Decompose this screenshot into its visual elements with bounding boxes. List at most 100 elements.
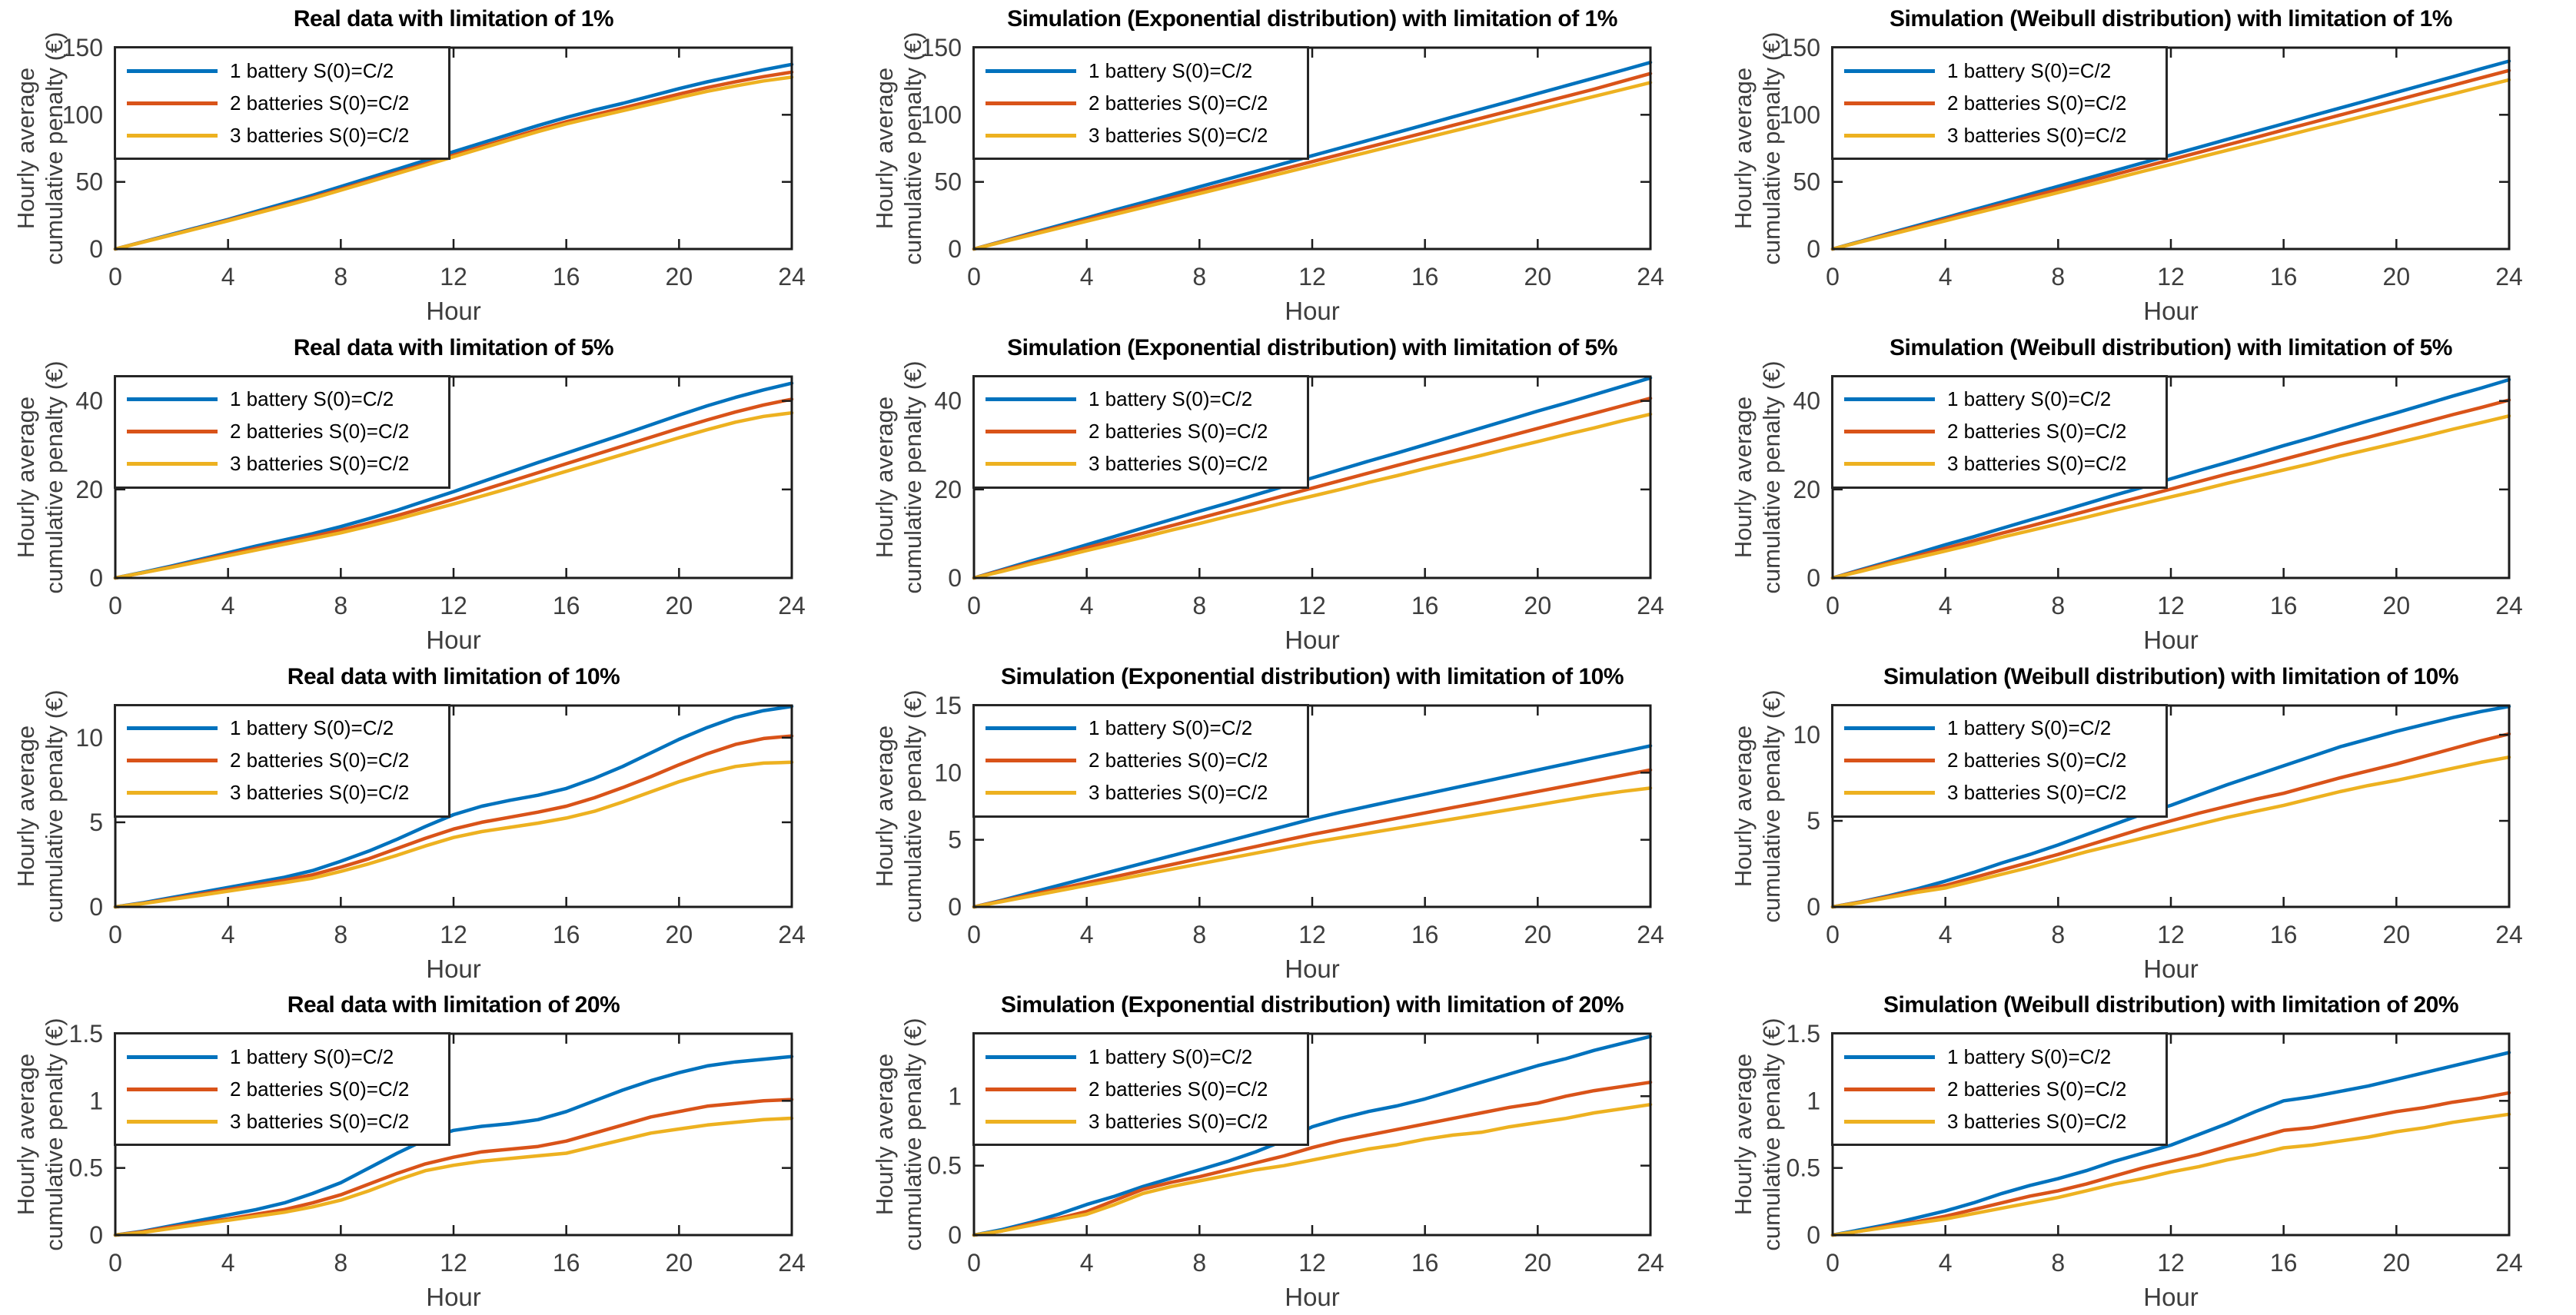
svg-text:16: 16 xyxy=(1411,1249,1439,1277)
legend-entry: 1 battery S(0)=C/2 xyxy=(116,387,448,411)
svg-text:0: 0 xyxy=(1826,592,1840,619)
legend-entry: 3 batteries S(0)=C/2 xyxy=(1833,124,2166,148)
svg-text:0: 0 xyxy=(1826,263,1840,291)
svg-text:20: 20 xyxy=(1524,263,1552,291)
svg-text:20: 20 xyxy=(666,1249,693,1277)
y-axis-label: Hourly average cumulative penalty (€) xyxy=(870,1018,927,1251)
legend-entry: 3 batteries S(0)=C/2 xyxy=(116,124,448,148)
svg-text:1: 1 xyxy=(89,1088,103,1115)
legend-entry: 1 battery S(0)=C/2 xyxy=(116,716,448,740)
plot-area: 0 4 8 12 16 20 24 0 50 100 150 xyxy=(62,34,806,291)
y-axis-label-line2: cumulative penalty (€) xyxy=(41,360,68,594)
svg-text:4: 4 xyxy=(1080,592,1094,619)
subplot-weibull-5pct: 0 4 8 12 16 20 24 0 20 40 Simulation (Weibull dis… xyxy=(1717,329,2576,658)
svg-text:4: 4 xyxy=(1080,921,1094,948)
svg-text:20: 20 xyxy=(2383,592,2411,619)
legend: 1 battery S(0)=C/2 2 batteries S(0)=C/2 … xyxy=(972,1032,1309,1147)
y-axis-label-line2: cumulative penalty (€) xyxy=(41,32,68,265)
y-axis-label-line2: cumulative penalty (€) xyxy=(1758,689,1785,923)
y-axis-label-line2: cumulative penalty (€) xyxy=(899,32,926,265)
svg-text:20: 20 xyxy=(666,592,693,619)
svg-text:16: 16 xyxy=(2270,1249,2298,1277)
y-axis-label: Hourly average cumulative penalty (€) xyxy=(1729,689,1786,922)
svg-text:20: 20 xyxy=(1524,1249,1552,1277)
svg-text:12: 12 xyxy=(440,1249,467,1277)
svg-text:0: 0 xyxy=(1826,921,1840,948)
x-axis-label: Hour xyxy=(1285,625,1340,654)
chart-title: Simulation (Weibull distribution) with l… xyxy=(1883,992,2459,1018)
subplot-real-10pct: 0 4 8 12 16 20 24 0 5 10 Real data with limitatio… xyxy=(0,658,859,987)
y-axis-label-line2: cumulative penalty (€) xyxy=(1758,32,1785,265)
svg-text:40: 40 xyxy=(934,387,962,414)
plot-area: 0 4 8 12 16 20 24 0 0.5 1 xyxy=(928,1032,1664,1277)
chart-title: Simulation (Weibull distribution) with l… xyxy=(1890,334,2452,360)
svg-text:0: 0 xyxy=(1826,1249,1840,1277)
svg-text:0: 0 xyxy=(1807,1221,1820,1249)
svg-text:24: 24 xyxy=(778,592,806,619)
svg-text:8: 8 xyxy=(334,1249,347,1277)
chart-title: Real data with limitation of 10% xyxy=(287,663,620,689)
legend-label: 1 battery S(0)=C/2 xyxy=(230,716,394,739)
legend-label: 3 batteries S(0)=C/2 xyxy=(1947,781,2127,804)
svg-text:16: 16 xyxy=(2270,263,2298,291)
legend-label: 2 batteries S(0)=C/2 xyxy=(1947,91,2127,115)
legend-label: 1 battery S(0)=C/2 xyxy=(1947,716,2112,739)
svg-text:8: 8 xyxy=(1192,921,1206,948)
svg-text:100: 100 xyxy=(921,101,962,128)
legend-line-sample-1battery xyxy=(986,726,1076,730)
svg-text:4: 4 xyxy=(221,1249,235,1277)
legend-label: 2 batteries S(0)=C/2 xyxy=(1947,420,2127,443)
legend-label: 3 batteries S(0)=C/2 xyxy=(230,452,410,476)
svg-text:5: 5 xyxy=(948,825,962,853)
legend-line-sample-3batteries xyxy=(1844,462,1935,467)
x-axis-label: Hour xyxy=(2143,954,2199,983)
legend-label: 3 batteries S(0)=C/2 xyxy=(1947,452,2127,476)
svg-text:16: 16 xyxy=(553,263,580,291)
svg-text:4: 4 xyxy=(1939,592,1953,619)
legend-label: 1 battery S(0)=C/2 xyxy=(1089,716,1253,739)
svg-text:12: 12 xyxy=(1298,1249,1326,1277)
legend-entry: 2 batteries S(0)=C/2 xyxy=(1833,420,2166,443)
svg-text:12: 12 xyxy=(1298,921,1326,948)
chart-title: Simulation (Exponential distribution) wi… xyxy=(1007,334,1617,360)
svg-text:40: 40 xyxy=(1793,387,1820,414)
legend-entry: 3 batteries S(0)=C/2 xyxy=(975,124,1307,148)
legend-entry: 3 batteries S(0)=C/2 xyxy=(1833,1110,2166,1134)
legend-label: 2 batteries S(0)=C/2 xyxy=(1089,420,1268,443)
plot-area: 0 4 8 12 16 20 24 0 0.5 1 1.5 xyxy=(1787,1020,2523,1277)
legend-label: 3 batteries S(0)=C/2 xyxy=(1947,1109,2127,1133)
svg-text:12: 12 xyxy=(1298,592,1326,619)
legend-label: 1 battery S(0)=C/2 xyxy=(230,1044,394,1068)
legend-line-sample-1battery xyxy=(986,68,1076,73)
legend: 1 battery S(0)=C/2 2 batteries S(0)=C/2 … xyxy=(114,703,450,818)
y-axis-label-line1: Hourly average xyxy=(1730,67,1757,230)
svg-text:0: 0 xyxy=(948,235,962,263)
legend-label: 1 battery S(0)=C/2 xyxy=(1089,387,1253,411)
svg-text:8: 8 xyxy=(1192,263,1206,291)
svg-text:50: 50 xyxy=(934,168,962,196)
legend-line-sample-2batteries xyxy=(127,1087,218,1091)
x-axis-label: Hour xyxy=(426,625,481,654)
svg-text:0: 0 xyxy=(967,592,981,619)
svg-text:8: 8 xyxy=(334,921,347,948)
svg-text:40: 40 xyxy=(75,387,103,414)
legend-entry: 2 batteries S(0)=C/2 xyxy=(116,749,448,772)
svg-text:24: 24 xyxy=(778,1249,806,1277)
chart-title: Real data with limitation of 1% xyxy=(293,6,614,32)
legend-entry: 3 batteries S(0)=C/2 xyxy=(1833,452,2166,476)
y-axis-label-line2: cumulative penalty (€) xyxy=(41,689,68,923)
svg-text:0: 0 xyxy=(89,564,103,592)
legend-label: 3 batteries S(0)=C/2 xyxy=(230,123,410,147)
x-axis-label: Hour xyxy=(1285,1283,1340,1312)
subplot-exponential-10pct: 0 4 8 12 16 20 24 0 5 10 15 Simulation (Exponentia… xyxy=(859,658,1717,987)
legend-line-sample-2batteries xyxy=(127,759,218,762)
legend-entry: 2 batteries S(0)=C/2 xyxy=(975,749,1307,772)
svg-text:8: 8 xyxy=(334,263,347,291)
chart-title: Simulation (Exponential distribution) wi… xyxy=(1001,663,1624,689)
y-axis-label-line2: cumulative penalty (€) xyxy=(1758,360,1785,594)
svg-text:1.5: 1.5 xyxy=(69,1020,103,1048)
svg-text:24: 24 xyxy=(1637,921,1664,948)
legend: 1 battery S(0)=C/2 2 batteries S(0)=C/2 … xyxy=(114,374,450,489)
legend-line-sample-3batteries xyxy=(127,1119,218,1124)
legend-line-sample-2batteries xyxy=(986,430,1076,434)
